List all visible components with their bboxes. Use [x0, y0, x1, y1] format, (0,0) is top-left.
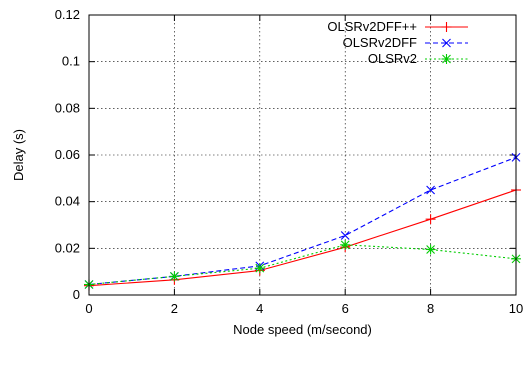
data-point-marker [442, 38, 451, 48]
data-point-marker [169, 271, 180, 282]
legend-label: OLSRv2DFF [343, 35, 417, 50]
marker-stroke [170, 271, 179, 281]
marker-stroke [255, 263, 265, 273]
x-tick-label: 2 [171, 301, 178, 316]
data-point-marker [441, 22, 452, 32]
plot-frame [88, 14, 517, 296]
x-axis-label: Node speed (m/second) [233, 322, 372, 337]
legend-entry: OLSRv2DFF [343, 35, 468, 50]
y-axis-label: Delay (s) [11, 129, 26, 181]
legend-entry: OLSRv2DFF++ [327, 19, 468, 34]
data-point-marker [254, 263, 265, 274]
series-line [88, 189, 517, 287]
marker-stroke [340, 231, 350, 240]
data-point-marker [441, 54, 452, 64]
series-line [88, 156, 517, 286]
y-tick-label: 0 [73, 287, 80, 302]
axis-ticks: 0 0.02 0.04 0.06 0.08 0.1 0.12 0 2 4 6 8 10 [55, 7, 524, 316]
y-tick-label: 0.1 [62, 54, 80, 69]
marker-stroke [442, 54, 451, 64]
legend-entry: OLSRv2 [368, 51, 468, 66]
series-0 [84, 185, 521, 291]
y-tick-label: 0.02 [55, 240, 80, 255]
y-tick-label: 0.06 [55, 147, 80, 162]
x-tick-label: 8 [427, 301, 434, 316]
data-point-marker [425, 214, 436, 225]
marker-stroke [442, 38, 451, 48]
series-1 [84, 152, 521, 289]
grid [89, 15, 516, 295]
y-tick-label: 0.12 [55, 7, 80, 22]
data-point-marker [425, 244, 436, 255]
legend-label: OLSRv2DFF++ [327, 19, 417, 34]
legend-label: OLSRv2 [368, 51, 417, 66]
series-lines [84, 152, 521, 291]
data-point-marker [426, 185, 435, 195]
y-tick-label: 0.04 [55, 194, 80, 209]
x-tick-label: 10 [509, 301, 523, 316]
marker-stroke [426, 185, 435, 195]
data-point-marker [340, 231, 350, 240]
data-point-marker [340, 239, 351, 250]
marker-stroke [426, 245, 435, 254]
marker-stroke [340, 240, 350, 250]
y-tick-label: 0.08 [55, 100, 80, 115]
x-tick-label: 4 [256, 301, 263, 316]
x-tick-label: 6 [342, 301, 349, 316]
x-tick-label: 0 [85, 301, 92, 316]
